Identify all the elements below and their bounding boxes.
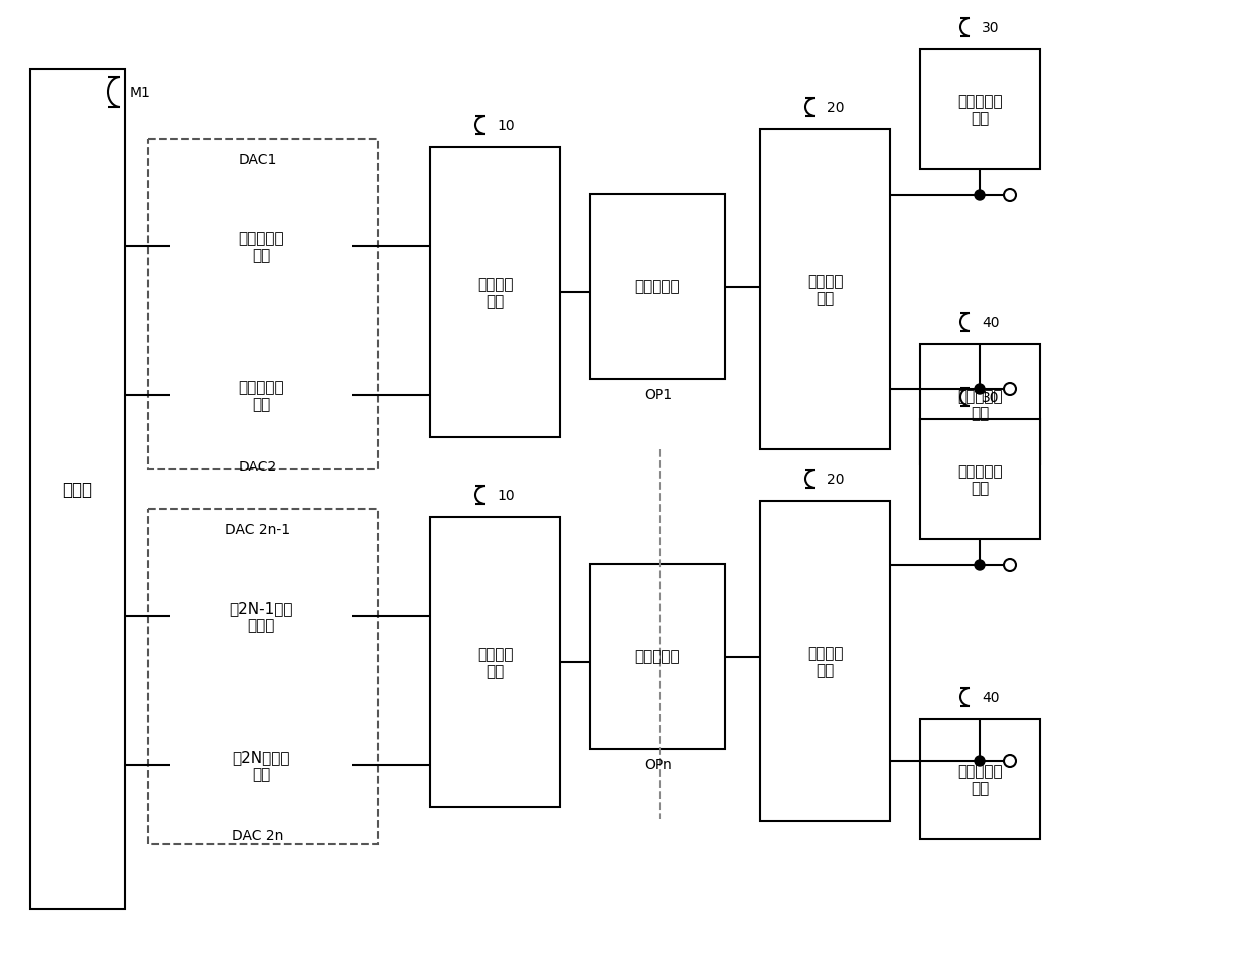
Text: 存储器: 存储器 — [62, 480, 92, 499]
Bar — [920, 344, 1040, 465]
Bar — [148, 510, 378, 844]
Circle shape — [1004, 383, 1016, 395]
Bar — [170, 345, 352, 446]
Text: 第一模数转
换器: 第一模数转 换器 — [238, 231, 284, 263]
Bar — [430, 517, 560, 807]
Text: 第二充放电
电路: 第二充放电 电路 — [957, 763, 1003, 795]
Text: 第2N模数转
换器: 第2N模数转 换器 — [232, 749, 290, 781]
Bar — [590, 195, 725, 379]
Bar — [920, 50, 1040, 170]
Text: 运算放大器: 运算放大器 — [634, 648, 680, 664]
Text: 30: 30 — [982, 390, 999, 405]
Text: 40: 40 — [982, 690, 999, 704]
Text: 10: 10 — [497, 488, 515, 503]
Bar — [170, 715, 352, 816]
Text: 10: 10 — [497, 119, 515, 133]
Bar — [760, 502, 890, 822]
Bar — [170, 168, 352, 326]
Circle shape — [1004, 190, 1016, 201]
Text: 第一开关
电路: 第一开关 电路 — [476, 646, 513, 679]
Text: 第二开关
电路: 第二开关 电路 — [807, 274, 843, 306]
Text: DAC 2n-1: DAC 2n-1 — [226, 522, 290, 537]
Text: 第二充放电
电路: 第二充放电 电路 — [957, 388, 1003, 421]
Text: 第二模数转
换器: 第二模数转 换器 — [238, 379, 284, 412]
Circle shape — [1004, 559, 1016, 571]
Text: 第2N-1模数
转换器: 第2N-1模数 转换器 — [229, 600, 293, 633]
Bar — [760, 130, 890, 450]
Circle shape — [1004, 755, 1016, 767]
Circle shape — [975, 756, 985, 766]
Text: 第一开关
电路: 第一开关 电路 — [476, 277, 513, 309]
Text: M1: M1 — [130, 86, 151, 100]
Bar — [920, 420, 1040, 540]
Text: 运算放大器: 运算放大器 — [634, 279, 680, 294]
Circle shape — [975, 560, 985, 570]
Text: OP1: OP1 — [644, 387, 672, 402]
Text: 第一充放电
电路: 第一充放电 电路 — [957, 94, 1003, 126]
Text: OPn: OPn — [644, 757, 672, 772]
Bar — [590, 564, 725, 749]
Text: 40: 40 — [982, 316, 999, 330]
Bar — [30, 70, 125, 910]
Text: 20: 20 — [827, 472, 844, 486]
Text: DAC 2n: DAC 2n — [232, 828, 284, 842]
Bar — [920, 719, 1040, 839]
Text: DAC2: DAC2 — [239, 460, 277, 473]
Text: DAC1: DAC1 — [239, 153, 278, 167]
Text: 第一充放电
电路: 第一充放电 电路 — [957, 464, 1003, 496]
Bar — [430, 148, 560, 437]
Text: 20: 20 — [827, 101, 844, 114]
Bar — [170, 538, 352, 695]
Circle shape — [975, 384, 985, 394]
Circle shape — [975, 191, 985, 200]
Text: 第二开关
电路: 第二开关 电路 — [807, 645, 843, 678]
Bar — [148, 140, 378, 469]
Text: 30: 30 — [982, 21, 999, 35]
